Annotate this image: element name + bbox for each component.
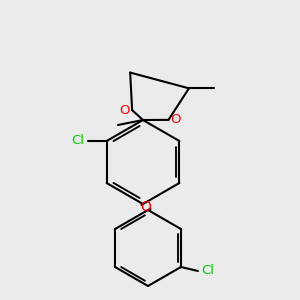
Text: O: O	[140, 200, 151, 214]
Text: Cl: Cl	[201, 265, 214, 278]
Text: O: O	[170, 113, 181, 126]
Text: O: O	[120, 103, 130, 117]
Text: Cl: Cl	[72, 134, 85, 148]
